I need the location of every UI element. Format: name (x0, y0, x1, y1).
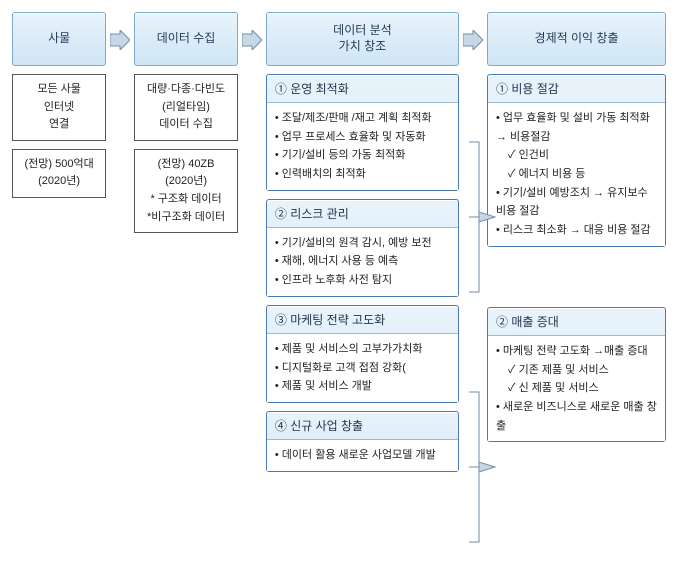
header-things: 사물 (12, 12, 106, 66)
header-analysis: 데이터 분석 가치 창조 (266, 12, 459, 66)
panel-ops-opt: ① 운영 최적화 조달/제조/판매 /재고 계획 최적화업무 프로세스 효율화 … (266, 74, 459, 191)
desc-things: 모든 사물 인터넷 연결 (12, 74, 106, 141)
list-item: 업무 프로세스 효율화 및 자동화 (275, 128, 450, 147)
panel-risk-title: ② 리스크 관리 (267, 200, 458, 227)
list-item: 재해, 에너지 사용 등 예측 (275, 252, 450, 271)
bracket-arrow-top (467, 132, 497, 302)
panel-newbiz-title: ④ 신규 사업 창출 (267, 412, 458, 439)
forecast-data-collect: (전망) 40ZB (2020년) * 구조화 데이터 *비구조화 데이터 (134, 149, 238, 233)
panel-cost: ① 비용 절감 업무 효율화 및 설비 가동 최적화 → 비용절감인건비에너지 … (487, 74, 666, 247)
header-things-label: 사물 (17, 31, 101, 47)
list-item: 마케팅 전략 고도화 →매출 증대 (496, 342, 657, 361)
header-analysis-l2: 가치 창조 (271, 39, 454, 55)
desc-dc-l2: (리얼타임) (141, 99, 231, 117)
header-profit: 경제적 이익 창출 (487, 12, 666, 66)
desc-things-l1: 모든 사물 (19, 81, 99, 99)
list-item: 업무 효율화 및 설비 가동 최적화 → 비용절감 (496, 109, 657, 146)
desc-dc-l3: 데이터 수집 (141, 116, 231, 134)
panel-ops-opt-body: 조달/제조/판매 /재고 계획 최적화업무 프로세스 효율화 및 자동화기기/설… (267, 102, 458, 190)
bracket-arrow-bottom (467, 382, 497, 552)
forecast-things: (전망) 500억대 (2020년) (12, 149, 106, 198)
arrow-2 (242, 12, 262, 50)
panel-ops-opt-list: 조달/제조/판매 /재고 계획 최적화업무 프로세스 효율화 및 자동화기기/설… (275, 109, 450, 184)
list-item: 조달/제조/판매 /재고 계획 최적화 (275, 109, 450, 128)
panel-risk: ② 리스크 관리 기기/설비의 원격 감시, 예방 보전재해, 에너지 사용 등… (266, 199, 459, 297)
list-item: 새로운 비즈니스로 새로운 매출 창출 (496, 398, 657, 435)
desc-things-l3: 연결 (19, 116, 99, 134)
header-data-collect: 데이터 수집 (134, 12, 238, 66)
list-item: 제품 및 서비스의 고부가가치화 (275, 340, 450, 359)
panel-marketing-body: 제품 및 서비스의 고부가가치화디지털화로 고객 접점 강화(제품 및 서비스 … (267, 333, 458, 402)
column-data-collect: 데이터 수집 대량·다종·다빈도 (리얼타임) 데이터 수집 (전망) 40ZB… (134, 12, 238, 233)
panel-cost-list: 업무 효율화 및 설비 가동 최적화 → 비용절감인건비에너지 비용 등기기/설… (496, 109, 657, 240)
list-item: 신 제품 및 서비스 (496, 379, 657, 398)
panel-revenue-title: ② 매출 증대 (488, 308, 665, 335)
list-item: 리스크 최소화 → 대응 비용 절감 (496, 221, 657, 240)
panel-newbiz-body: 데이터 활용 새로운 사업모델 개발 (267, 439, 458, 471)
column-things: 사물 모든 사물 인터넷 연결 (전망) 500억대 (2020년) (12, 12, 106, 198)
list-item: 인건비 (496, 146, 657, 165)
list-item: 기기/설비 등의 가동 최적화 (275, 146, 450, 165)
desc-dc-l1: 대량·다종·다빈도 (141, 81, 231, 99)
panel-marketing-list: 제품 및 서비스의 고부가가치화디지털화로 고객 접점 강화(제품 및 서비스 … (275, 340, 450, 396)
column-analysis: 데이터 분석 가치 창조 ① 운영 최적화 조달/제조/판매 /재고 계획 최적… (266, 12, 459, 472)
list-item: 기존 제품 및 서비스 (496, 361, 657, 380)
list-item: 에너지 비용 등 (496, 165, 657, 184)
arrow-3 (463, 12, 483, 50)
list-item: 디지털화로 고객 접점 강화( (275, 359, 450, 378)
arrow-1 (110, 12, 130, 50)
panel-revenue: ② 매출 증대 마케팅 전략 고도화 →매출 증대기존 제품 및 서비스신 제품… (487, 307, 666, 442)
panel-risk-body: 기기/설비의 원격 감시, 예방 보전재해, 에너지 사용 등 예측인프라 노후… (267, 227, 458, 296)
header-analysis-l1: 데이터 분석 (271, 23, 454, 39)
panel-marketing: ③ 마케팅 전략 고도화 제품 및 서비스의 고부가가치화디지털화로 고객 접점… (266, 305, 459, 403)
list-item: 기기/설비 예방조치 → 유지보수 비용 절감 (496, 184, 657, 221)
panel-marketing-title: ③ 마케팅 전략 고도화 (267, 306, 458, 333)
panel-newbiz: ④ 신규 사업 창출 데이터 활용 새로운 사업모델 개발 (266, 411, 459, 472)
header-profit-label: 경제적 이익 창출 (492, 31, 661, 47)
column-profit: 경제적 이익 창출 ① 비용 절감 업무 효율화 및 설비 가동 최적화 → 비… (487, 12, 666, 442)
panel-ops-opt-title: ① 운영 최적화 (267, 75, 458, 102)
panel-newbiz-list: 데이터 활용 새로운 사업모델 개발 (275, 446, 450, 465)
panel-cost-title: ① 비용 절감 (488, 75, 665, 102)
panel-revenue-list: 마케팅 전략 고도화 →매출 증대기존 제품 및 서비스신 제품 및 서비스새로… (496, 342, 657, 435)
list-item: 인력배치의 최적화 (275, 165, 450, 184)
header-data-collect-label: 데이터 수집 (139, 31, 233, 47)
list-item: 제품 및 서비스 개발 (275, 377, 450, 396)
panel-cost-body: 업무 효율화 및 설비 가동 최적화 → 비용절감인건비에너지 비용 등기기/설… (488, 102, 665, 246)
list-item: 데이터 활용 새로운 사업모델 개발 (275, 446, 450, 465)
desc-data-collect: 대량·다종·다빈도 (리얼타임) 데이터 수집 (134, 74, 238, 141)
list-item: 기기/설비의 원격 감시, 예방 보전 (275, 234, 450, 253)
flow-diagram: 사물 모든 사물 인터넷 연결 (전망) 500억대 (2020년) 데이터 수… (12, 12, 666, 472)
panel-risk-list: 기기/설비의 원격 감시, 예방 보전재해, 에너지 사용 등 예측인프라 노후… (275, 234, 450, 290)
list-item: 인프라 노후화 사전 탐지 (275, 271, 450, 290)
panel-revenue-body: 마케팅 전략 고도화 →매출 증대기존 제품 및 서비스신 제품 및 서비스새로… (488, 335, 665, 441)
desc-things-l2: 인터넷 (19, 99, 99, 117)
